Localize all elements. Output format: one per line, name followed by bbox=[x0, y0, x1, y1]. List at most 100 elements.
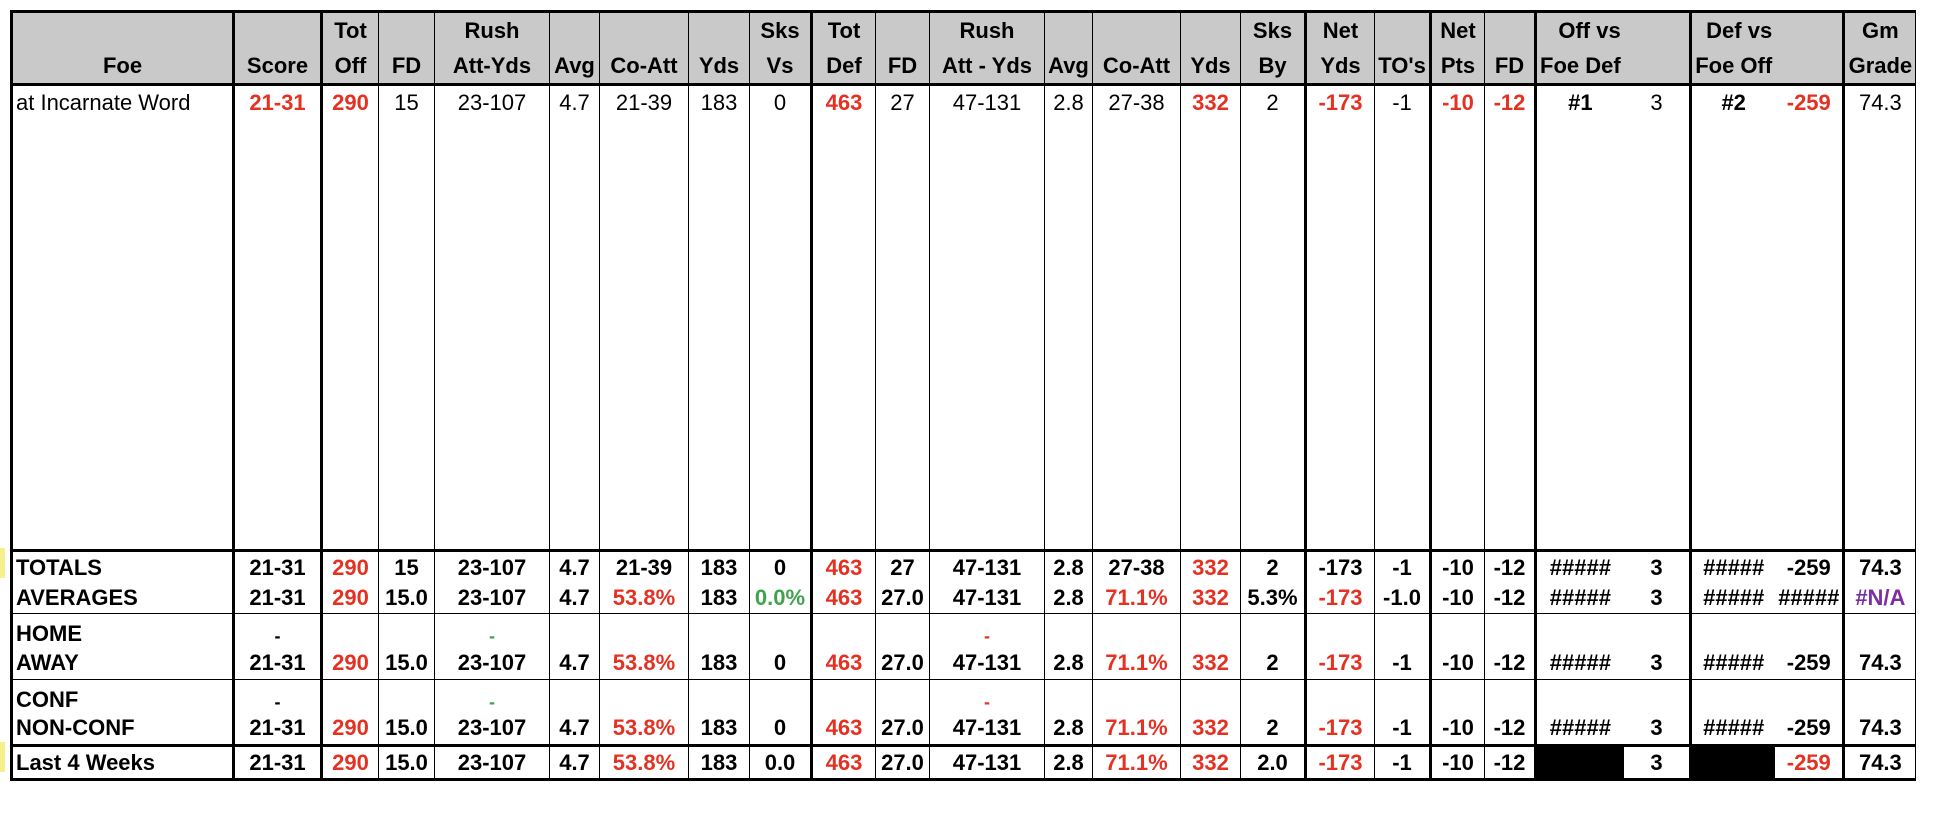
sks-by-cell: Sks bbox=[1240, 10, 1307, 48]
fd-cell: FD bbox=[378, 48, 435, 86]
def-fd-cell bbox=[875, 613, 930, 647]
def-co-att-cell: Co-Att bbox=[1092, 48, 1181, 86]
score-cell bbox=[233, 10, 323, 48]
def-vs-foe-off-rank-cell bbox=[1690, 745, 1776, 781]
net-yds-cell: Yds bbox=[1305, 48, 1375, 86]
sks-vs-cell: 0.0 bbox=[749, 745, 813, 781]
yds-cell: 183 bbox=[688, 84, 750, 552]
def-avg-cell bbox=[1044, 613, 1093, 647]
foe-cell: Last 4 Weeks bbox=[10, 745, 235, 781]
score-cell: 21-31 bbox=[233, 646, 323, 680]
off-vs-foe-def-value-cell bbox=[1623, 48, 1693, 86]
averages-row: AVERAGES 21-31 290 15.0 23-107 4.7 53.8% 183 0.0… bbox=[10, 583, 1917, 614]
off-vs-foe-def-value-cell: 3 bbox=[1623, 712, 1693, 747]
foe-cell: NON-CONF bbox=[10, 712, 235, 747]
def-rush-att-yds-cell: 47-131 bbox=[929, 712, 1045, 747]
sks-by-cell: 2 bbox=[1240, 84, 1307, 552]
conf-row: CONF - - - bbox=[10, 679, 1917, 713]
gm-grade-cell: 74.3 bbox=[1843, 550, 1917, 584]
score-cell: - bbox=[233, 613, 323, 647]
avg-cell: 4.7 bbox=[549, 550, 600, 584]
tot-def-cell bbox=[811, 679, 876, 713]
net-fd-cell: -12 bbox=[1484, 550, 1537, 584]
tot-off-cell: Off bbox=[321, 48, 379, 86]
def-rush-att-yds-cell: 47-131 bbox=[929, 646, 1045, 680]
fd-cell: 15.0 bbox=[378, 712, 435, 747]
def-avg-cell: 2.8 bbox=[1044, 550, 1093, 584]
off-vs-foe-def-value-cell: 3 bbox=[1623, 646, 1693, 680]
gm-grade-cell: 74.3 bbox=[1843, 745, 1917, 781]
net-tos-cell: -1 bbox=[1374, 745, 1432, 781]
net-pts-cell: -10 bbox=[1430, 583, 1485, 614]
tot-off-cell: 290 bbox=[321, 646, 379, 680]
off-vs-foe-def-rank-cell bbox=[1536, 614, 1624, 647]
score-cell: 21-31 bbox=[233, 550, 323, 584]
sks-vs-cell: 0 bbox=[749, 646, 813, 680]
net-pts-cell: -10 bbox=[1430, 745, 1485, 781]
co-att-cell: 21-39 bbox=[599, 84, 689, 552]
rush-att-yds-cell: - bbox=[434, 613, 550, 647]
sks-by-cell bbox=[1240, 679, 1307, 713]
off-vs-foe-def-rank-cell: ##### bbox=[1535, 712, 1624, 747]
def-avg-cell: 2.8 bbox=[1044, 712, 1093, 747]
net-fd-cell: -12 bbox=[1484, 712, 1537, 747]
gm-grade-cell: #N/A bbox=[1843, 583, 1917, 614]
def-rush-att-yds-cell: - bbox=[929, 679, 1045, 713]
tot-off-cell: 290 bbox=[321, 583, 379, 614]
fd-cell: 15 bbox=[378, 84, 435, 552]
net-fd-cell bbox=[1484, 613, 1537, 647]
def-vs-foe-off-rank-cell: ##### bbox=[1690, 583, 1776, 614]
fd-cell: 15 bbox=[378, 550, 435, 584]
sks-by-cell bbox=[1240, 613, 1307, 647]
net-tos-cell: -1 bbox=[1374, 550, 1432, 584]
tot-def-cell: 463 bbox=[811, 646, 876, 680]
sks-vs-cell: Vs bbox=[749, 48, 813, 86]
def-vs-foe-off-value-cell: -259 bbox=[1775, 712, 1846, 747]
sks-vs-cell bbox=[749, 679, 813, 713]
def-fd-cell: 27 bbox=[875, 84, 930, 552]
tot-def-cell: 463 bbox=[811, 550, 876, 584]
def-fd-cell: 27 bbox=[875, 550, 930, 584]
co-att-cell bbox=[599, 613, 689, 647]
def-fd-cell: 27.0 bbox=[875, 712, 930, 747]
off-vs-foe-def-rank-cell: ##### bbox=[1535, 646, 1624, 680]
def-co-att-cell bbox=[1092, 613, 1181, 647]
fd-cell bbox=[378, 679, 435, 713]
stats-table: Tot Rush Sks Tot Rush Sks Net Net Off vs Def vs Gm… bbox=[10, 10, 1917, 781]
def-yds-cell: 332 bbox=[1180, 84, 1241, 552]
def-avg-cell: 2.8 bbox=[1044, 84, 1093, 552]
co-att-cell bbox=[599, 10, 689, 48]
rush-att-yds-cell: 23-107 bbox=[434, 646, 550, 680]
foe-cell: HOME bbox=[10, 613, 235, 647]
def-avg-cell: 2.8 bbox=[1044, 745, 1093, 781]
co-att-cell: Co-Att bbox=[599, 48, 689, 86]
co-att-cell: 53.8% bbox=[599, 745, 689, 781]
def-vs-foe-off-value-cell: -259 bbox=[1775, 745, 1846, 781]
net-pts-cell: -10 bbox=[1430, 550, 1485, 584]
sks-by-cell: 2 bbox=[1240, 550, 1307, 584]
yds-cell: 183 bbox=[688, 550, 750, 584]
off-vs-foe-def-rank-cell bbox=[1535, 745, 1624, 781]
def-yds-cell bbox=[1180, 613, 1241, 647]
fd-cell bbox=[378, 10, 435, 48]
avg-cell: 4.7 bbox=[549, 583, 600, 614]
net-tos-cell bbox=[1374, 613, 1432, 647]
yds-cell bbox=[688, 10, 750, 48]
def-vs-foe-off-rank-cell bbox=[1691, 614, 1776, 647]
def-vs-foe-off-value-cell: -259 bbox=[1775, 550, 1846, 584]
net-yds-cell: -173 bbox=[1305, 550, 1375, 584]
sks-by-cell: 5.3% bbox=[1240, 583, 1307, 614]
sks-by-cell: By bbox=[1240, 48, 1307, 86]
score-cell: 21-31 bbox=[233, 745, 323, 781]
co-att-cell: 53.8% bbox=[599, 583, 689, 614]
def-fd-cell: 27.0 bbox=[875, 745, 930, 781]
tot-def-cell: Tot bbox=[811, 10, 876, 48]
net-yds-cell: -173 bbox=[1305, 712, 1375, 747]
header-row-1: Tot Rush Sks Tot Rush Sks Net Net Off vs Def vs Gm bbox=[10, 10, 1917, 48]
off-vs-foe-def-value-cell bbox=[1623, 10, 1693, 48]
fd-cell: 15.0 bbox=[378, 583, 435, 614]
def-yds-cell: 332 bbox=[1180, 550, 1241, 584]
sks-vs-cell bbox=[749, 613, 813, 647]
net-pts-cell bbox=[1430, 613, 1485, 647]
net-yds-cell: Net bbox=[1305, 10, 1375, 48]
